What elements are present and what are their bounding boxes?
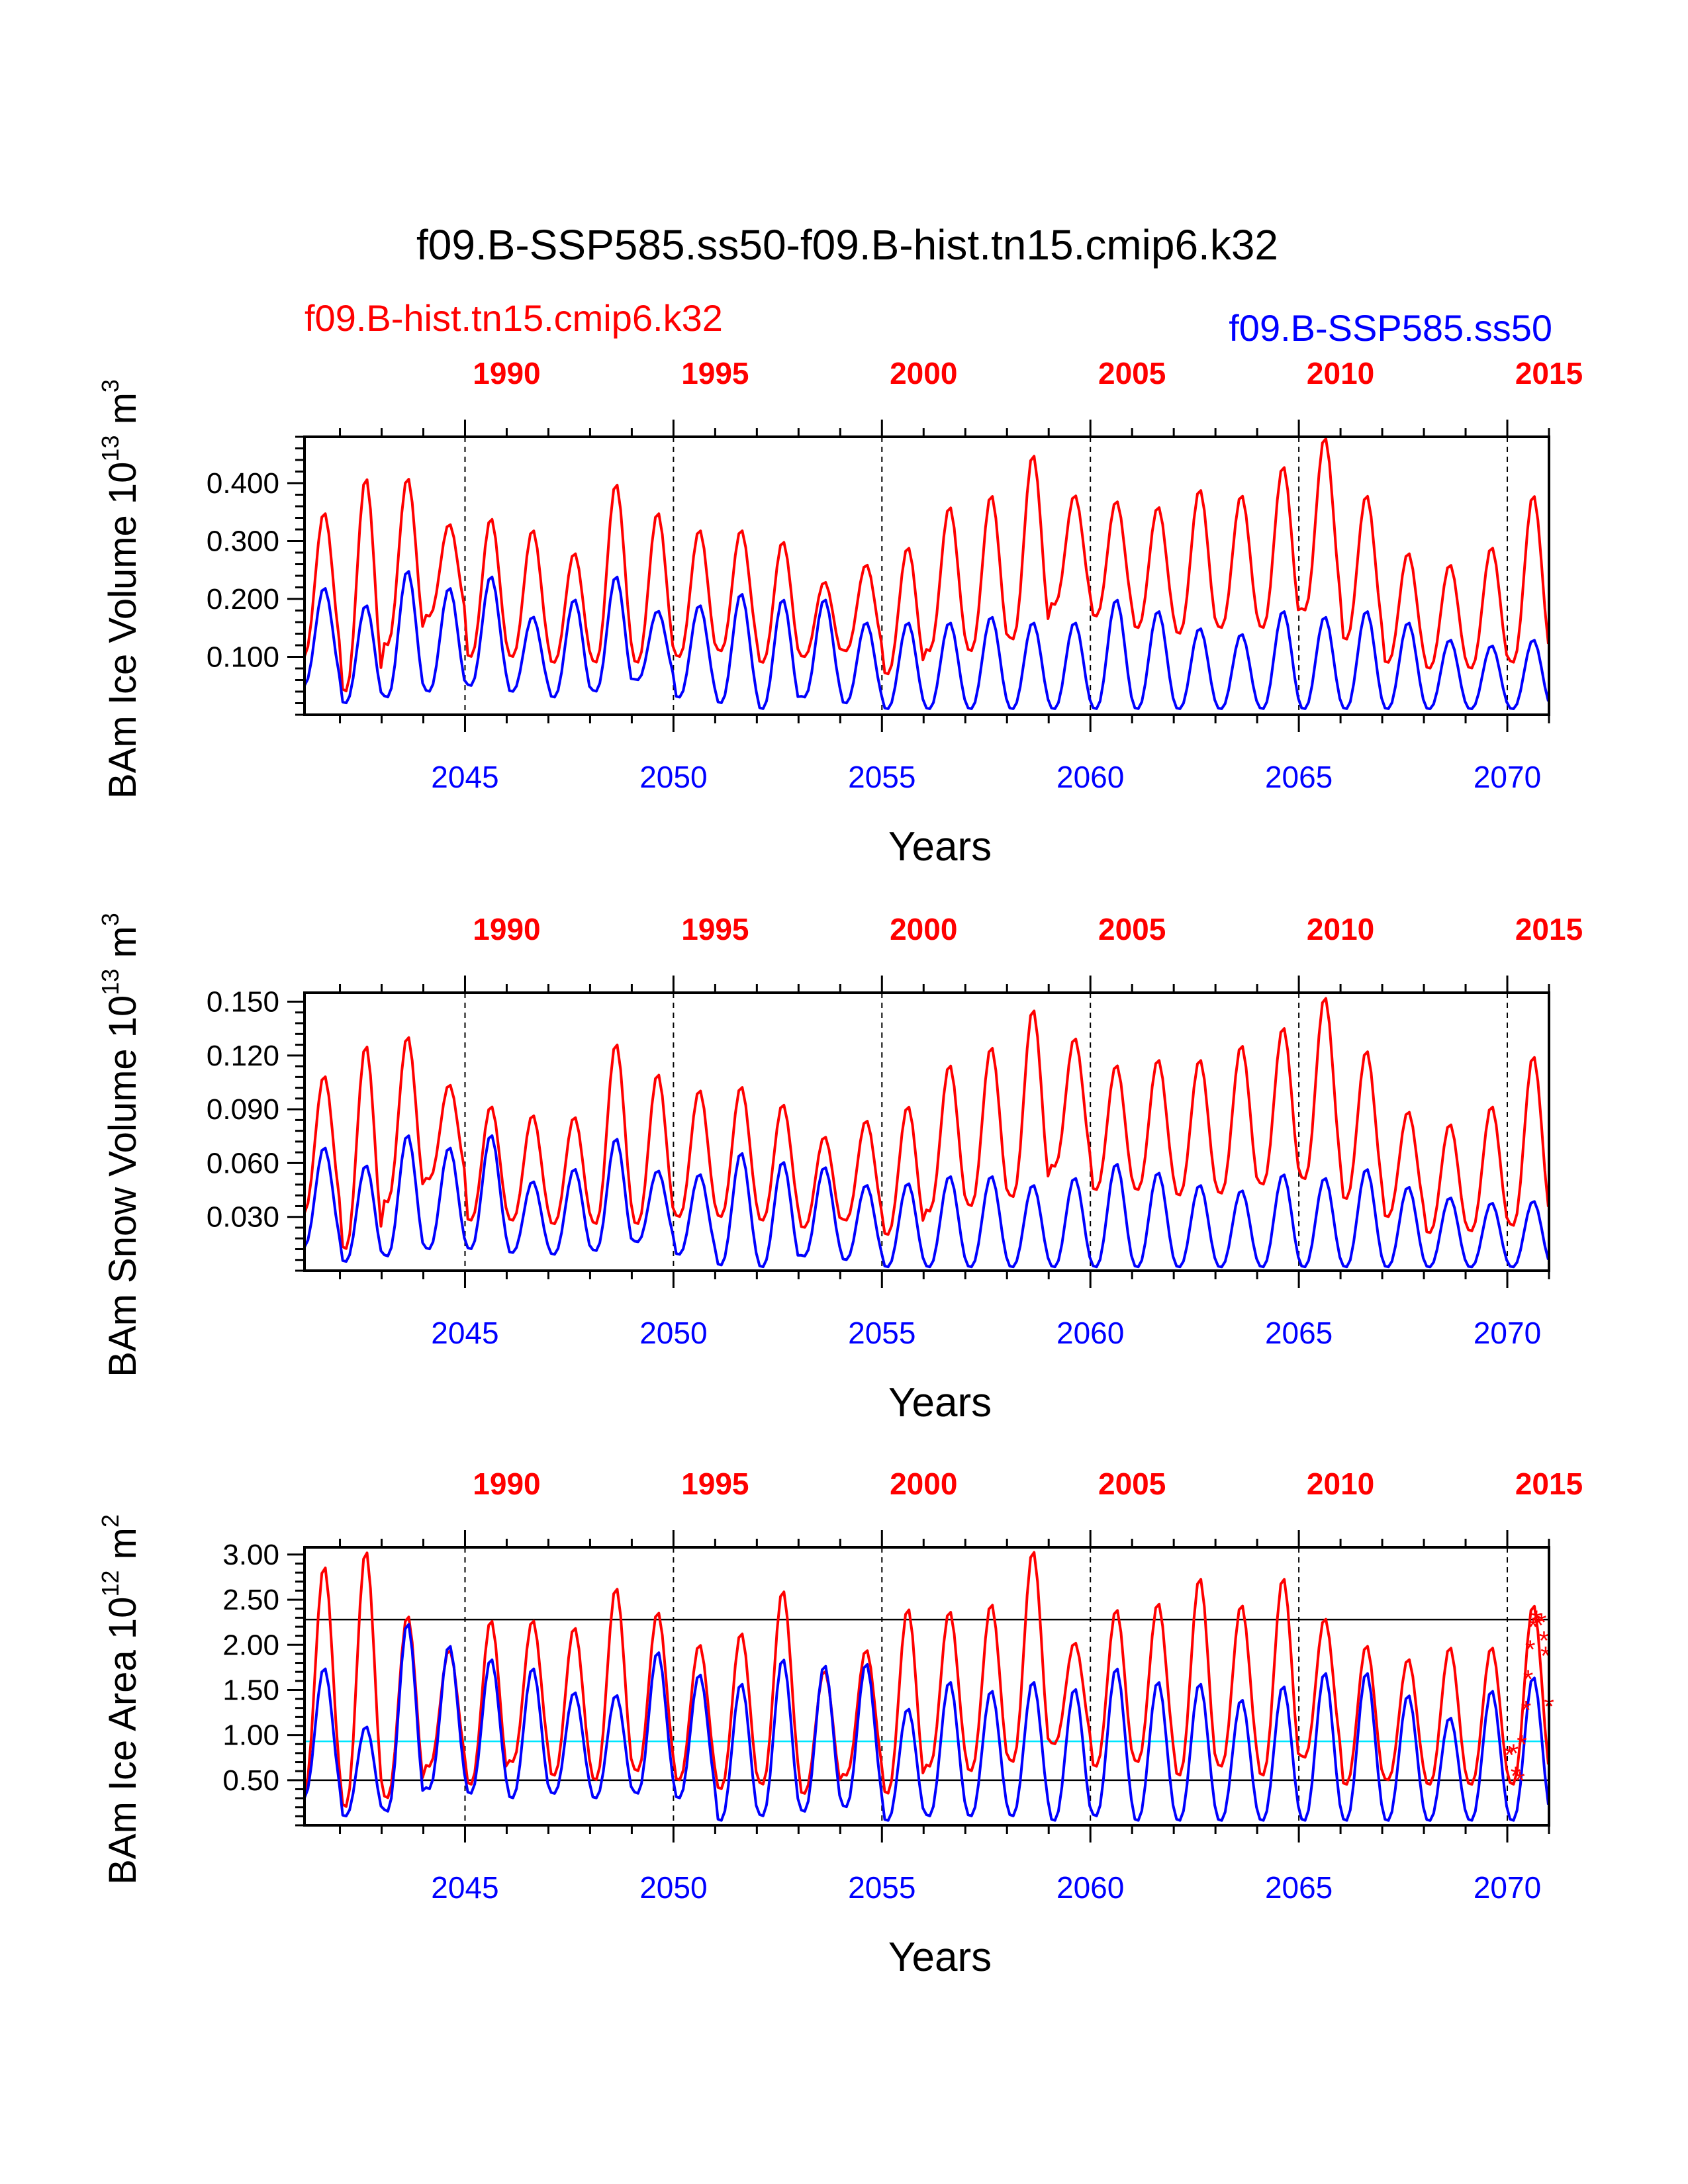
data-marker: * — [1517, 1730, 1527, 1759]
y-tick-label: 0.400 — [207, 467, 279, 500]
x-tick-label-bottom: 2065 — [1265, 1870, 1333, 1905]
x-tick-label-top: 1995 — [681, 1467, 749, 1501]
x-tick-label-top: 2005 — [1098, 912, 1166, 946]
data-marker: * — [1539, 1626, 1550, 1655]
x-axis-label: Years — [888, 1380, 992, 1426]
y-axis-label-unit: m — [101, 392, 144, 435]
data-marker: * — [1509, 1739, 1519, 1768]
x-tick-label-top: 1990 — [473, 356, 540, 390]
x-tick-label-bottom: 2070 — [1474, 1870, 1541, 1905]
x-tick-label-top: 2000 — [890, 1467, 957, 1501]
data-marker: * — [1504, 1741, 1515, 1770]
x-tick-label-top: 2000 — [890, 912, 957, 946]
x-tick-label-top: 2005 — [1098, 1467, 1166, 1501]
x-tick-label-bottom: 2060 — [1056, 1316, 1124, 1350]
y-axis-label-unit: m — [101, 926, 144, 968]
y-tick-label: 0.060 — [207, 1147, 279, 1179]
x-tick-label-top: 2015 — [1515, 912, 1583, 946]
x-tick-label-top: 2000 — [890, 356, 957, 390]
y-tick-label: 0.030 — [207, 1201, 279, 1234]
y-tick-label: 1.50 — [222, 1674, 279, 1706]
y-tick-label: 3.00 — [222, 1539, 279, 1571]
chart-main-title: f09.B-SSP585.ss50-f09.B-hist.tn15.cmip6.… — [416, 221, 1278, 269]
legend-case1-label: f09.B-hist.tn15.cmip6.k32 — [305, 297, 723, 339]
x-tick-label-bottom: 2055 — [848, 1870, 915, 1905]
x-axis-label: Years — [888, 1934, 992, 1980]
y-axis-label: BAm Ice Area 1012 m2 — [97, 1514, 144, 1885]
x-tick-label-bottom: 2045 — [431, 1870, 498, 1905]
x-tick-label-top: 2015 — [1515, 1467, 1583, 1501]
data-marker: * — [1523, 1665, 1534, 1694]
y-axis-label: BAm Snow Volume 1013 m3 — [97, 913, 144, 1377]
x-tick-label-bottom: 2065 — [1265, 1316, 1333, 1350]
y-tick-label: 0.150 — [207, 986, 279, 1019]
y-tick-label: 0.50 — [222, 1764, 279, 1797]
x-tick-label-top: 2005 — [1098, 356, 1166, 390]
series-line-red — [303, 1551, 1550, 1808]
chart-panel: 0.030 0.060 0.090 0.120 0.150 2045 2050 2055 206… — [97, 912, 1583, 1426]
x-tick-label-top: 2010 — [1307, 912, 1374, 946]
x-tick-label-bottom: 2045 — [431, 1316, 498, 1350]
y-axis-label-unit-exponent: 3 — [97, 913, 124, 926]
x-tick-label-top: 2015 — [1515, 356, 1583, 390]
data-marker: * — [1515, 1766, 1525, 1796]
y-axis-label: BAm Ice Volume 1013 m3 — [97, 379, 144, 799]
series-line-blue — [303, 570, 1550, 710]
plot-frame — [303, 435, 1550, 716]
data-marker: * — [1536, 1608, 1547, 1637]
data-marker: * — [1533, 1611, 1544, 1640]
x-tick-label-bottom: 2070 — [1474, 1316, 1541, 1350]
y-tick-label: 0.100 — [207, 641, 279, 674]
plot-frame — [303, 991, 1550, 1272]
x-tick-label-top: 1995 — [681, 912, 749, 946]
legend-case2-label: f09.B-SSP585.ss50 — [1229, 307, 1552, 349]
x-axis-label: Years — [888, 824, 992, 870]
x-tick-label-bottom: 2065 — [1265, 760, 1333, 794]
x-tick-label-bottom: 2070 — [1474, 760, 1541, 794]
y-axis-label-exponent: 12 — [97, 1570, 124, 1597]
x-tick-label-top: 1990 — [473, 1467, 540, 1501]
x-tick-label-top: 2010 — [1307, 356, 1374, 390]
y-axis-label-text: BAm Ice Volume 10 — [101, 462, 144, 799]
x-tick-label-bottom: 2055 — [848, 760, 915, 794]
y-axis-label-unit: m — [101, 1527, 144, 1570]
data-marker: * — [1511, 1762, 1521, 1791]
data-marker: * — [1521, 1696, 1532, 1725]
y-tick-label: 0.300 — [207, 525, 279, 558]
y-axis-label-exponent: 13 — [97, 435, 124, 462]
x-tick-label-bottom: 2045 — [431, 760, 498, 794]
series-line-blue — [303, 1623, 1550, 1822]
chart-panel: 0.100 0.200 0.300 0.400 2045 2050 2055 2060 2065… — [97, 356, 1583, 870]
series-line-red — [303, 997, 1550, 1250]
x-tick-label-top: 2010 — [1307, 1467, 1374, 1501]
y-tick-label: 1.00 — [222, 1719, 279, 1752]
chart-panel: ***************0.501.001.502.002.503.002… — [97, 1467, 1583, 1980]
plot-frame — [303, 1546, 1550, 1827]
x-tick-label-bottom: 2050 — [639, 1870, 707, 1905]
x-tick-label-bottom: 2050 — [639, 1316, 707, 1350]
series-line-red — [303, 437, 1550, 693]
y-tick-label: 2.00 — [222, 1629, 279, 1661]
data-marker: * — [1525, 1635, 1536, 1664]
y-axis-label-unit-exponent: 3 — [97, 379, 124, 392]
y-tick-label: 2.50 — [222, 1584, 279, 1616]
x-tick-label-top: 1995 — [681, 356, 749, 390]
data-marker: * — [1531, 1606, 1542, 1635]
y-axis-label-text: BAm Ice Area 10 — [101, 1597, 144, 1885]
x-tick-label-bottom: 2055 — [848, 1316, 915, 1350]
y-axis-label-text: BAm Snow Volume 10 — [101, 995, 144, 1377]
x-tick-label-top: 1990 — [473, 912, 540, 946]
data-marker: * — [1528, 1613, 1538, 1642]
x-tick-label-bottom: 2060 — [1056, 1870, 1124, 1905]
y-axis-label-unit-exponent: 2 — [97, 1514, 124, 1527]
y-tick-label: 0.120 — [207, 1040, 279, 1072]
y-axis-label-exponent: 13 — [97, 969, 124, 995]
x-tick-label-bottom: 2050 — [639, 760, 707, 794]
panels: 0.100 0.200 0.300 0.400 2045 2050 2055 2060 2065… — [97, 356, 1583, 1980]
y-tick-label: 0.200 — [207, 583, 279, 615]
series-line-blue — [303, 1134, 1550, 1269]
y-tick-label: 0.090 — [207, 1093, 279, 1126]
x-tick-label-bottom: 2060 — [1056, 760, 1124, 794]
